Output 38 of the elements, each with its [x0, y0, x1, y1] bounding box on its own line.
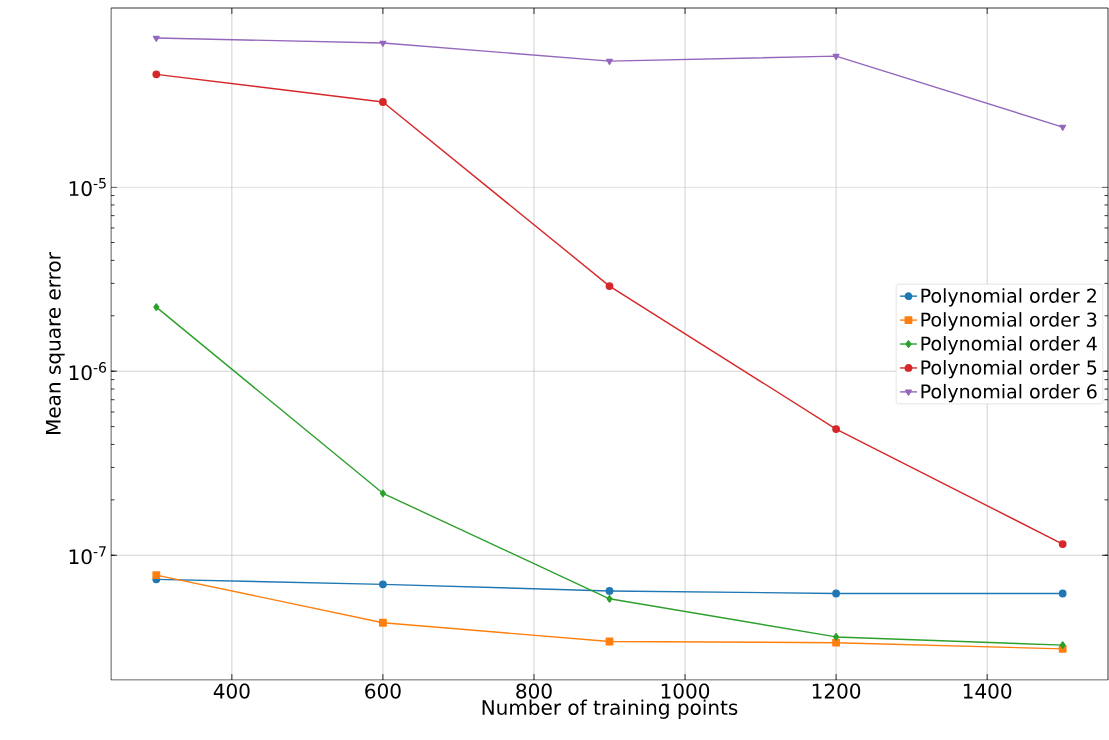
legend-label: Polynomial order 6 — [921, 383, 1097, 403]
legend-label: Polynomial order 5 — [921, 359, 1097, 379]
x-axis-title: Number of training points — [482, 699, 738, 719]
point — [605, 282, 614, 290]
point — [152, 70, 161, 79]
y-tick-label: 10$^{-6}$ — [69, 362, 107, 381]
point — [1059, 641, 1066, 650]
point — [1058, 589, 1067, 598]
x-tick-label: 400 — [213, 683, 250, 699]
point — [832, 425, 840, 433]
y-tick-label: 10$^{-5}$ — [69, 178, 106, 197]
point — [606, 58, 613, 65]
x-tick-label: 1000 — [661, 683, 710, 699]
legend-label: Polynomial order 3 — [921, 312, 1097, 331]
point — [379, 580, 387, 589]
x-tick-label: 800 — [516, 683, 552, 699]
point — [152, 35, 160, 42]
x-tick-label: 1400 — [963, 683, 1012, 699]
point — [832, 638, 840, 647]
x-tick-label: 1200 — [812, 683, 861, 699]
point — [1058, 540, 1067, 548]
legend-label: Polynomial order 2 — [921, 288, 1096, 307]
y-axis-title: Mean square error — [45, 252, 65, 434]
point — [606, 594, 613, 603]
point — [832, 53, 840, 61]
point — [1059, 124, 1067, 131]
point — [379, 40, 387, 47]
legend-label: Polynomial order 4 — [921, 336, 1097, 355]
x-tick-label: 600 — [365, 683, 401, 699]
point — [379, 618, 387, 627]
point — [379, 489, 387, 498]
point — [152, 571, 161, 580]
point — [833, 633, 840, 641]
point — [832, 589, 840, 598]
point — [605, 587, 614, 595]
y-tick-label: 10$^{-7}$ — [69, 546, 106, 565]
point — [153, 303, 160, 311]
point — [379, 98, 387, 106]
